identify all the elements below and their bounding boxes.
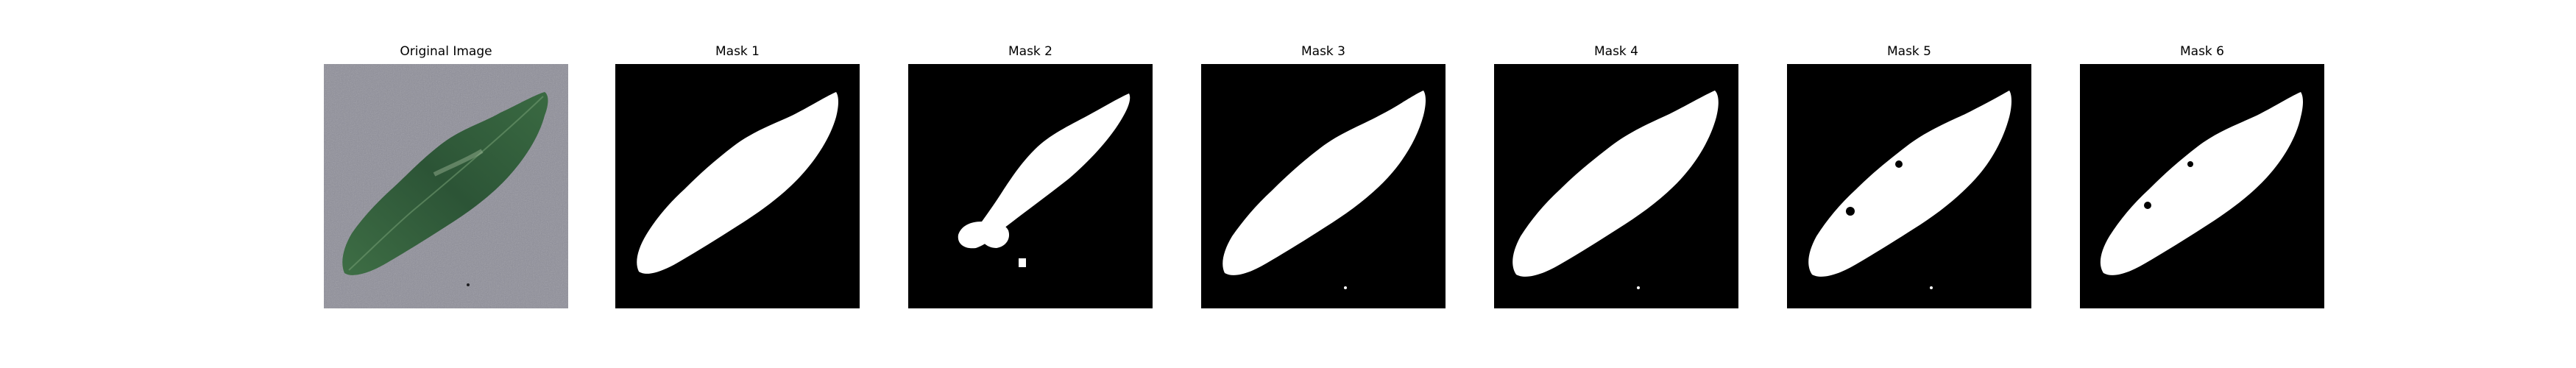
panel-mask-5: Mask 5 [1787,0,2031,368]
panel-mask-2: Mask 2 [908,0,1153,368]
mask-region [1222,91,1426,275]
panel-title: Mask 3 [1301,44,1345,59]
mask-speck [1637,286,1640,289]
mask-region [958,93,1130,249]
mask-speck [1344,286,1347,289]
panel-original-image: Original Image [324,0,568,368]
speck [467,283,470,286]
mask-region [1512,91,1719,277]
mask-hole [2187,161,2193,167]
mask-3-image [1201,64,1446,308]
mask-region [2100,92,2303,275]
leaf-fold-highlight [433,149,484,177]
panel-title: Mask 1 [715,44,760,59]
panel-title: Mask 2 [1008,44,1052,59]
mask-1-image [615,64,860,308]
panel-mask-3: Mask 3 [1201,0,1446,368]
leaf-midrib [348,96,544,271]
mask-6-image [2080,64,2324,308]
panel-title: Mask 6 [2179,44,2224,59]
mask-2-image [908,64,1153,308]
mask-hole [1846,207,1855,216]
mask-speck [1019,258,1026,267]
mask-hole [2144,202,2151,209]
panel-mask-6: Mask 6 [2080,0,2324,368]
mask-region [637,92,838,274]
mask-speck [1930,286,1933,289]
panel-title: Mask 4 [1593,44,1638,59]
panel-mask-1: Mask 1 [615,0,860,368]
original-image [324,64,568,308]
panel-mask-4: Mask 4 [1494,0,1738,368]
mask-5-image [1787,64,2031,308]
mask-region-blob [980,222,1010,248]
mask-4-image [1494,64,1738,308]
mask-region [1808,91,2011,277]
panel-title: Original Image [400,44,492,59]
mask-hole [1895,160,1903,168]
panel-title: Mask 5 [1886,44,1931,59]
